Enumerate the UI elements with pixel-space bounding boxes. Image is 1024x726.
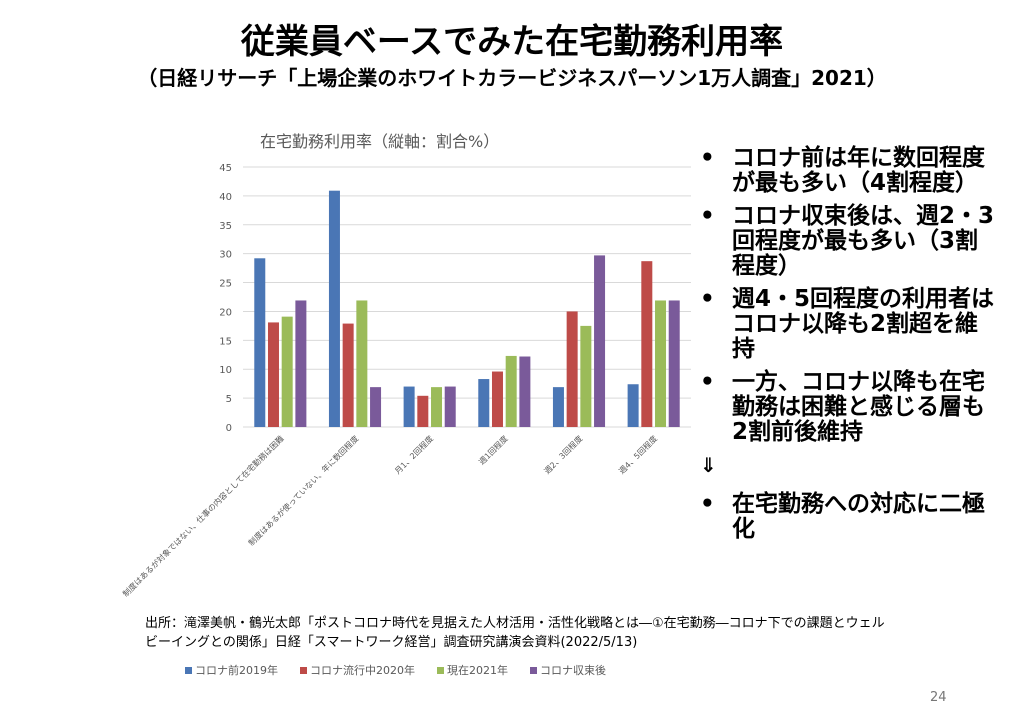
y-tick-label: 25: [219, 279, 232, 290]
legend-swatch: [300, 667, 307, 674]
bar-3-5: [668, 300, 680, 427]
bullet-text: コロナ収束後は、週2・3回程度が最も多い（3割程度）: [732, 203, 995, 279]
legend-item: コロナ流行中2020年: [300, 662, 415, 678]
bullet-list: • コロナ前は年に数回程度が最も多い（4割程度） • コロナ収束後は、週2・3回程度…: [700, 146, 1000, 550]
bar-0-2: [403, 386, 415, 427]
bar-2-5: [655, 300, 667, 427]
legend-label: コロナ前2019年: [195, 664, 278, 677]
page-number: 24: [930, 690, 947, 705]
y-tick-label: 20: [219, 307, 232, 318]
bar-1-0: [267, 322, 279, 427]
bullet-mark: •: [700, 369, 715, 395]
chart-legend: コロナ前2019年 コロナ流行中2020年 現在2021年 コロナ収束後: [185, 662, 606, 678]
x-tick-label: 週4、5回程度: [617, 433, 660, 476]
y-tick-label: 10: [219, 365, 232, 376]
legend-item: 現在2021年: [437, 662, 508, 678]
y-tick-label: 45: [219, 163, 232, 174]
source-line: ビーイングとの関係」日経「スマートワーク経営」調査研究講演会資料(2022/5/…: [145, 635, 638, 650]
bullet-mark: •: [700, 203, 715, 229]
bullet-mark: •: [700, 491, 715, 517]
bar-3-1: [370, 387, 382, 427]
y-tick-label: 15: [219, 336, 232, 347]
legend-swatch: [437, 667, 444, 674]
bullet-mark: •: [700, 145, 715, 171]
y-tick-label: 0: [226, 423, 232, 434]
bar-2-0: [281, 316, 293, 427]
bar-2-1: [356, 300, 368, 427]
legend-label: コロナ収束後: [540, 664, 606, 677]
legend-item: コロナ収束後: [530, 662, 606, 678]
x-tick-label: 週2、3回程度: [542, 433, 585, 476]
y-tick-label: 35: [219, 221, 232, 232]
legend-label: 現在2021年: [447, 664, 508, 677]
conclusion-text: 在宅勤務への対応に二極化: [732, 491, 985, 542]
bar-0-4: [552, 387, 564, 427]
slide-title: 従業員ベースでみた在宅勤務利用率: [240, 22, 784, 62]
bar-2-4: [580, 325, 592, 427]
bar-0-5: [627, 384, 639, 427]
bullet-item: • コロナ収束後は、週2・3回程度が最も多い（3割程度）: [700, 204, 1000, 279]
bar-1-5: [641, 261, 653, 427]
slide-subtitle: （日経リサーチ「上場企業のホワイトカラービジネスパーソン1万人調査」2021）: [137, 66, 887, 90]
y-tick-label: 30: [219, 250, 232, 261]
bar-0-0: [254, 258, 266, 427]
bullet-mark: •: [700, 286, 715, 312]
x-tick-label: 月1、2回程度: [393, 433, 436, 476]
bar-1-3: [491, 371, 503, 427]
bullet-item: • 在宅勤務への対応に二極化: [700, 492, 1000, 542]
bullet-item: • 週4・5回程度の利用者はコロナ以降も2割超を維持: [700, 287, 1000, 362]
bullet-text: 一方、コロナ以降も在宅勤務は困難と感じる層も2割前後維持: [732, 369, 985, 445]
legend-swatch: [185, 667, 192, 674]
bullet-item: • 一方、コロナ以降も在宅勤務は困難と感じる層も2割前後維持: [700, 370, 1000, 445]
bar-1-1: [342, 323, 354, 427]
bullet-text: コロナ前は年に数回程度が最も多い（4割程度）: [732, 145, 985, 196]
bar-3-3: [519, 356, 531, 427]
x-tick-label: 週1回程度: [476, 433, 509, 466]
bar-0-3: [478, 379, 490, 427]
source-note: 出所：滝澤美帆・鶴光太郎「ポストコロナ時代を見据えた人材活用・活性化戦略とは―①…: [145, 614, 885, 652]
bar-3-0: [295, 300, 307, 427]
legend-item: コロナ前2019年: [185, 662, 278, 678]
legend-swatch: [530, 667, 537, 674]
y-tick-label: 5: [226, 394, 232, 405]
bullet-text: 週4・5回程度の利用者はコロナ以降も2割超を維持: [732, 286, 995, 362]
bar-2-2: [431, 387, 443, 427]
bullet-item: • コロナ前は年に数回程度が最も多い（4割程度）: [700, 146, 1000, 196]
bar-0-1: [328, 190, 340, 427]
bar-2-3: [505, 355, 517, 427]
legend-label: コロナ流行中2020年: [310, 664, 415, 677]
y-tick-label: 40: [219, 192, 232, 203]
bar-3-2: [444, 386, 456, 427]
down-arrow-icon: ⇓: [700, 453, 717, 477]
bar-1-4: [566, 311, 578, 427]
chart-title: 在宅勤務利用率（縦軸：割合%）: [260, 132, 500, 151]
bar-1-2: [417, 395, 429, 427]
bar-3-4: [594, 255, 606, 427]
x-tick-label: 制度はあるが対象ではない、仕事の内容として在宅勤務は困難: [120, 433, 285, 598]
source-line: 出所：滝澤美帆・鶴光太郎「ポストコロナ時代を見据えた人材活用・活性化戦略とは―①…: [145, 616, 885, 631]
